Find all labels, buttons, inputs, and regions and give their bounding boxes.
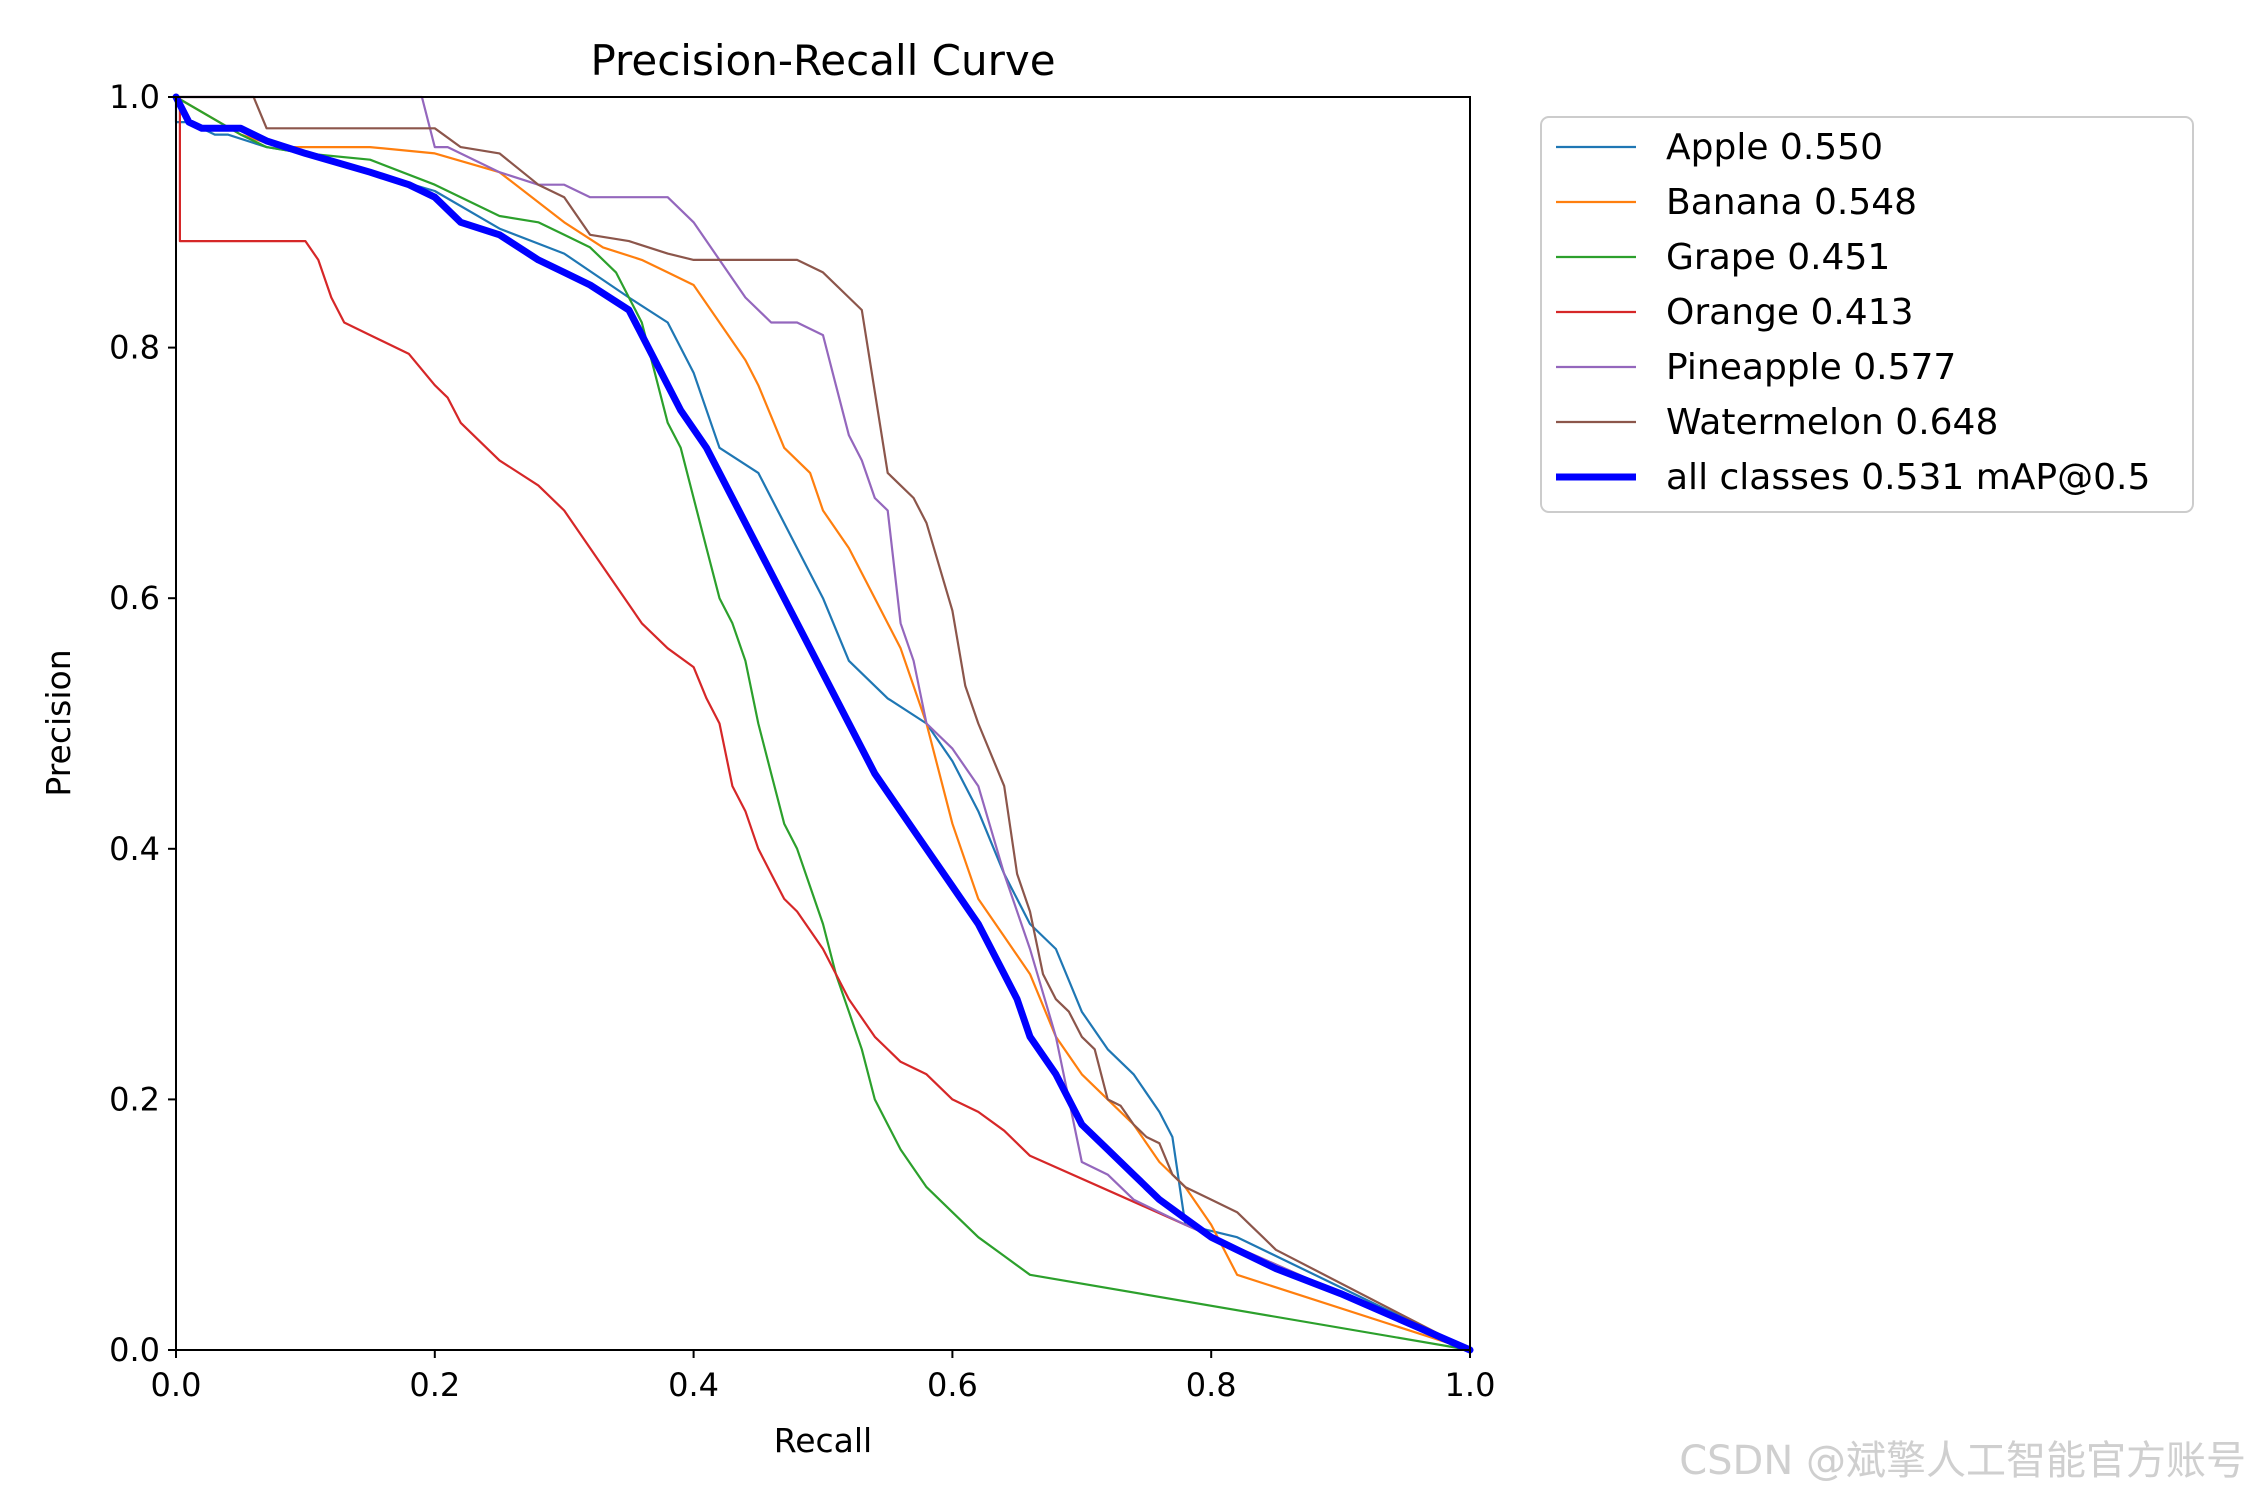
chart-title: Precision-Recall Curve	[590, 36, 1055, 85]
legend-label-2: Grape 0.451	[1666, 237, 1890, 278]
x-tick-label: 0.8	[1186, 1366, 1237, 1404]
legend-label-4: Pineapple 0.577	[1666, 347, 1956, 388]
legend-label-5: Watermelon 0.648	[1666, 402, 1998, 443]
y-tick-label: 1.0	[109, 78, 160, 116]
x-axis-ticks: 0.0 0.2 0.4 0.6 0.8 1.0	[151, 1350, 1496, 1404]
y-axis-ticks: 0.0 0.2 0.4 0.6 0.8 1.0	[109, 78, 176, 1369]
x-tick-label: 0.6	[927, 1366, 978, 1404]
legend: Apple 0.550 Banana 0.548 Grape 0.451 Orange…	[1540, 116, 2194, 513]
y-tick-label: 0.2	[109, 1080, 160, 1118]
y-tick-label: 0.0	[109, 1331, 160, 1369]
x-tick-label: 0.4	[668, 1366, 719, 1404]
watermark-text: CSDN @斌擎人工智能官方账号	[1679, 1438, 2246, 1484]
x-axis-label: Recall	[774, 1421, 872, 1460]
series-line-5	[174, 95, 1472, 1352]
legend-label-0: Apple 0.550	[1666, 127, 1883, 168]
y-tick-label: 0.4	[109, 830, 160, 868]
series-line-3	[174, 95, 1472, 1352]
x-tick-label: 1.0	[1445, 1366, 1496, 1404]
y-tick-label: 0.6	[109, 579, 160, 617]
x-tick-label: 0.2	[409, 1366, 460, 1404]
x-tick-label: 0.0	[151, 1366, 202, 1404]
y-axis-label: Precision	[39, 649, 78, 796]
legend-label-6: all classes 0.531 mAP@0.5	[1666, 457, 2150, 498]
series-line-1	[174, 95, 1472, 1352]
series-line-4	[174, 95, 1472, 1352]
legend-box	[1540, 116, 2194, 513]
y-tick-label: 0.8	[109, 329, 160, 367]
legend-label-1: Banana 0.548	[1666, 182, 1917, 223]
series-line-2	[174, 95, 1472, 1352]
plot-frame	[175, 96, 1471, 1351]
series-line-6	[172, 93, 1474, 1354]
series-lines	[172, 93, 1474, 1354]
legend-label-3: Orange 0.413	[1666, 292, 1914, 333]
